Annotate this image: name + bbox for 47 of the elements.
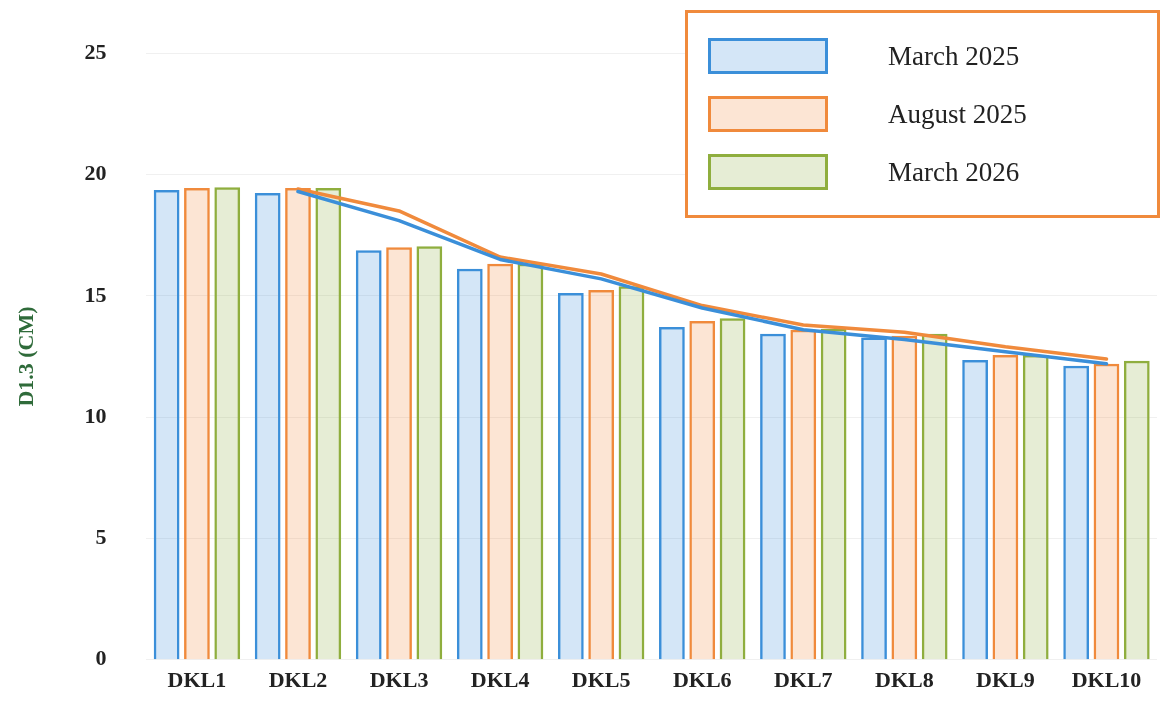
bar	[1093, 363, 1120, 660]
bar	[315, 188, 342, 660]
bar	[355, 250, 382, 660]
x-tick-label: DKL2	[268, 666, 328, 692]
bar	[588, 290, 615, 660]
x-tick-label: DKL1	[167, 666, 227, 692]
x-tick-label: DKL3	[369, 666, 429, 692]
bar	[214, 187, 241, 660]
legend-label: August 2025	[888, 98, 1027, 130]
x-tick-label: DKL8	[875, 666, 934, 692]
bar	[517, 263, 544, 660]
bar	[386, 247, 412, 660]
bar	[416, 246, 443, 660]
bar	[921, 333, 948, 660]
y-tick-label: 20	[84, 160, 107, 186]
bar	[153, 190, 180, 660]
bar	[557, 292, 584, 660]
x-tick-label: DKL5	[571, 666, 631, 692]
y-tick-label: 0	[95, 645, 107, 671]
x-tick-label: DKL10	[1071, 666, 1142, 692]
bar	[184, 188, 210, 660]
x-tick-label: DKL4	[470, 666, 530, 692]
y-tick-label: 15	[84, 281, 107, 307]
x-tick-label: DKL7	[773, 666, 833, 692]
bar	[962, 359, 988, 660]
bar	[1022, 355, 1049, 660]
y-tick-label: 5	[95, 524, 107, 550]
bar	[1063, 365, 1090, 660]
y-tick-label: 25	[84, 38, 107, 64]
bar	[456, 268, 483, 660]
bar	[790, 329, 817, 660]
bar	[659, 326, 685, 660]
bar	[760, 333, 786, 660]
bar	[254, 192, 281, 660]
bar	[820, 328, 847, 660]
y-tick-label: 10	[84, 402, 107, 428]
x-tick-label: DKL9	[976, 666, 1035, 692]
legend-label: March 2025	[888, 40, 1020, 72]
bar	[618, 286, 645, 660]
y-axis-title: D1.3 (CM)	[12, 306, 38, 407]
bar	[992, 355, 1019, 660]
bar	[1123, 360, 1150, 660]
legend-label: March 2026	[888, 156, 1020, 188]
bar	[487, 263, 513, 660]
bar	[719, 318, 746, 660]
bar	[689, 321, 716, 660]
x-tick-label: DKL6	[672, 666, 732, 692]
